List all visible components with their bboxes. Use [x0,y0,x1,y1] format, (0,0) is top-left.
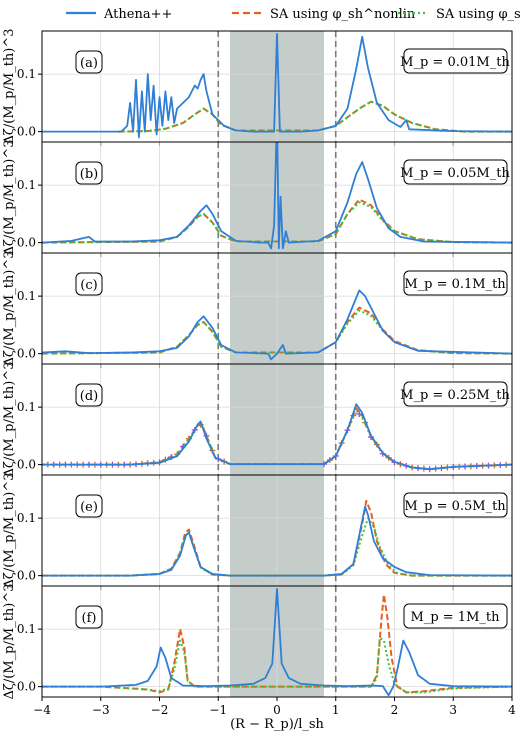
y-tick-label: 0.0 [17,347,36,361]
x-tick-label: −2 [151,703,169,717]
mass-label: M_p = 0.01M_th [400,55,510,70]
y-tick-label: 0.1 [17,622,36,636]
panel-plot-area [42,475,512,586]
x-tick-label: −4 [33,703,51,717]
series-athena-line [42,505,512,577]
panel-tag-label: (c) [80,278,97,293]
panel-tag-box [75,272,103,296]
y-tick-label: 0.0 [17,236,36,250]
x-tick-label: −3 [92,703,110,717]
y-tick-label: 0.1 [17,289,36,303]
series-athena-line [42,33,512,139]
panel-plot-area [42,142,512,253]
mass-label: M_p = 1M_th [411,610,501,625]
mass-label-box [403,159,508,185]
panel-c: 0.0 0.1Δζ/(M_p/M_th)^3 (c) M_p = 0.1M_th [2,250,513,368]
panel-d: 0.0 0.1Δζ/(M_p/M_th)^3 (d) M_p = 0.25M_th [2,361,513,479]
panel-tag-label: (b) [80,167,98,182]
panel-plot-area [42,364,512,475]
series-athena-line [42,588,512,697]
legend-lin-label: SA using φ_sh^lin [436,7,520,22]
panel-tag-box [75,605,103,629]
x-tick-label: 0 [273,703,281,717]
x-tick-label: 3 [449,703,457,717]
mass-label: M_p = 0.1M_th [404,277,506,292]
x-axis-title: (R − R_p)/l_sh [230,717,324,732]
y-tick-label: 0.0 [17,458,36,472]
panels: 0.00.1Δζ/(M_p/M_th)^3 (a) M_p = 0.01M_th0.… [2,28,516,717]
y-tick-label: 0.0 [17,125,36,139]
mass-label-box [403,48,508,74]
mass-label-box [403,381,508,407]
panel-e: 0.0 0.1Δζ/(M_p/M_th)^3 (e) M_p = 0.5M_th [2,472,513,590]
mass-label: M_p = 0.25M_th [400,388,510,403]
y-tick-label: 0.0 [17,569,36,583]
x-tick-label: −1 [209,703,227,717]
y-tick-label: 0.1 [17,400,36,414]
y-axis-title: Δζ/(M_p/M_th)^3 [2,472,17,588]
y-axis-title: Δζ/(M_p/M_th)^3 [2,28,17,144]
panel-tag-label: (a) [80,56,98,71]
series-nonlin-line [42,593,512,694]
y-axis-title: Δζ/(M_p/M_th)^3 [2,583,17,699]
y-tick-label: 0.1 [17,178,36,192]
y-tick-label: 0.0 [17,680,36,694]
legend-athena-label: Athena++ [103,7,172,22]
panel-plot-area [42,253,512,364]
y-axis-title: Δζ/(M_p/M_th)^3 [2,250,17,366]
series-athena-line [42,289,512,361]
x-tick-label: 4 [508,703,516,717]
x-tick-label: 2 [391,703,399,717]
panel-tag-box [75,383,103,407]
panel-plot-area [42,586,512,697]
legend: Athena++ SA using φ_sh^nonlin SA using φ… [66,7,520,22]
panel-tag-label: (f) [82,611,97,626]
mass-label-box [403,492,508,518]
x-tick-label: 1 [332,703,340,717]
mass-label: M_p = 0.05M_th [400,166,510,181]
y-tick-label: 0.1 [17,67,36,81]
y-axis-title: Δζ/(M_p/M_th)^3 [2,139,17,255]
mass-label-box [403,270,508,296]
panel-f: 0.0 0.1Δζ/(M_p/M_th)^3 (f) M_p = 1M_th [2,583,513,701]
series-lin-marker [356,411,363,418]
panel-tag-box [75,161,103,185]
panel-tag-label: (d) [80,389,98,404]
mass-label: M_p = 0.5M_th [404,499,506,514]
panel-tag-box [75,50,103,74]
panel-tag-label: (e) [80,500,98,515]
series-athena-line [42,403,512,471]
legend-nonlin-label: SA using φ_sh^nonlin [270,7,416,22]
mass-label-box [403,603,508,629]
panel-a: 0.0 0.1Δζ/(M_p/M_th)^3 (a) M_p = 0.01M_th [2,28,513,146]
panel-b: 0.0 0.1Δζ/(M_p/M_th)^3 (b) M_p = 0.05M_th [2,139,513,257]
panel-plot-area [42,31,512,142]
panel-tag-box [75,494,103,518]
series-athena-line [42,142,512,250]
y-tick-label: 0.1 [17,511,36,525]
y-axis-title: Δζ/(M_p/M_th)^3 [2,361,17,477]
